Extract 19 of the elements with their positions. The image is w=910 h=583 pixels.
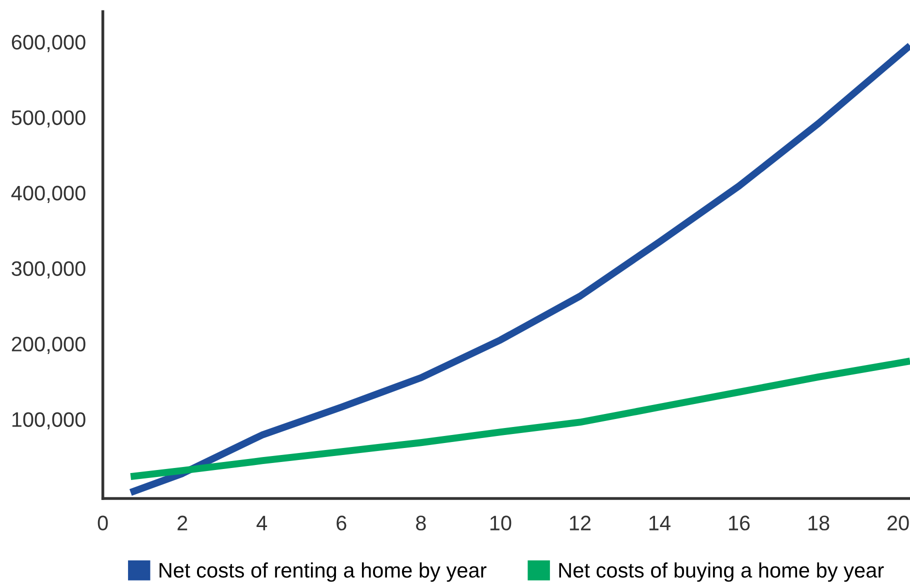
x-tick-label: 0 (98, 516, 108, 530)
y-tick-label: 500,000 (12, 110, 86, 128)
x-tick-label: 10 (490, 516, 512, 530)
y-tick-label: 100,000 (12, 412, 86, 430)
y-tick-label: 300,000 (12, 261, 86, 278)
y-tick-label: 600,000 (12, 34, 86, 52)
x-tick-label: 20 (888, 516, 909, 530)
x-tick-label: 12 (570, 516, 591, 530)
x-tick-label: 8 (416, 516, 426, 530)
x-tick-label: 16 (729, 516, 750, 530)
x-tick-label: 4 (256, 516, 268, 530)
legend-label: Net costs of buying a home by year (559, 562, 884, 582)
x-tick-label: 18 (808, 516, 830, 530)
x-tick-label: 2 (178, 516, 188, 530)
y-tick-label: 200,000 (12, 336, 86, 354)
x-tick-label: 14 (650, 516, 670, 530)
x-tick-label: 6 (336, 516, 346, 530)
y-tick-label: 400,000 (11, 186, 86, 204)
legend-label: Net costs of renting a home by year (160, 562, 486, 582)
